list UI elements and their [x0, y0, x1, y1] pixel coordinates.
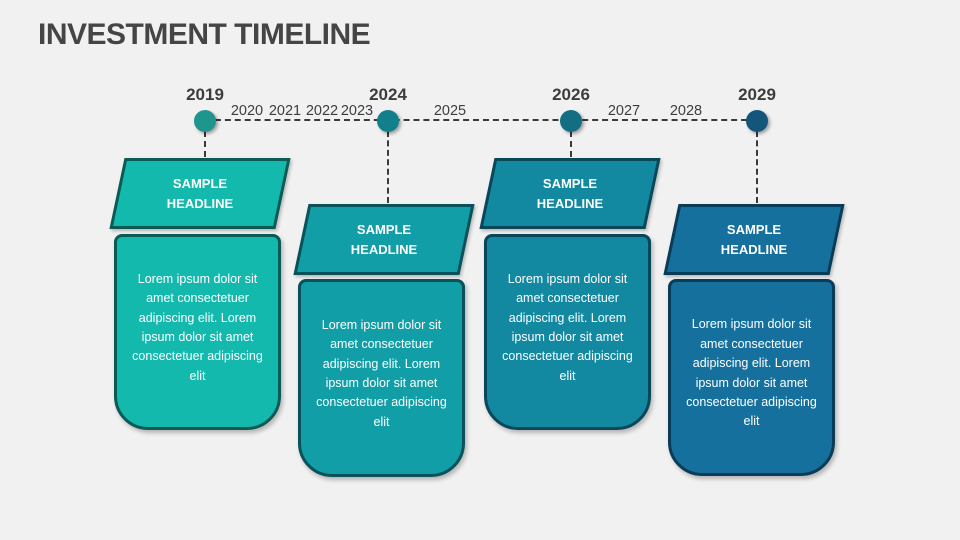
timeline-connector [387, 131, 389, 203]
card-body-shape[interactable]: Lorem ipsum dolor sit amet consectetuer … [484, 234, 651, 430]
milestone-dot-2026[interactable] [560, 110, 582, 132]
card-body-text: Lorem ipsum dolor sit amet consectetuer … [316, 317, 447, 429]
card-headline-text: SAMPLE HEADLINE [720, 222, 788, 257]
milestone-dot-2029[interactable] [746, 110, 768, 132]
card-body-text: Lorem ipsum dolor sit amet consectetuer … [686, 317, 817, 429]
card-body-shape[interactable]: Lorem ipsum dolor sit amet consectetuer … [298, 279, 465, 477]
milestone-dot-2019[interactable] [194, 110, 216, 132]
year-label-major[interactable]: 2029 [738, 85, 776, 104]
year-label-minor[interactable]: 2027 [607, 103, 641, 119]
card-body-text: Lorem ipsum dolor sit amet consectetuer … [502, 271, 633, 383]
timeline-connector [756, 131, 758, 203]
year-label-major[interactable]: 2024 [369, 85, 407, 104]
card-headline-text: SAMPLE HEADLINE [166, 176, 234, 211]
card-headline-text: SAMPLE HEADLINE [536, 176, 604, 211]
year-label-major[interactable]: 2019 [186, 85, 224, 104]
card-headline-shape[interactable]: SAMPLE HEADLINE [479, 158, 661, 229]
card-headline-shape[interactable]: SAMPLE HEADLINE [109, 158, 291, 229]
year-label-minor[interactable]: 2021 [268, 103, 302, 119]
timeline-dashed-line [205, 119, 757, 121]
year-label-major[interactable]: 2026 [552, 85, 590, 104]
card-headline-shape[interactable]: SAMPLE HEADLINE [293, 204, 475, 275]
card-body-shape[interactable]: Lorem ipsum dolor sit amet consectetuer … [114, 234, 281, 430]
card-headline-text: SAMPLE HEADLINE [350, 222, 418, 257]
year-label-minor[interactable]: 2020 [230, 103, 264, 119]
card-body-shape[interactable]: Lorem ipsum dolor sit amet consectetuer … [668, 279, 835, 476]
milestone-dot-2024[interactable] [377, 110, 399, 132]
year-label-minor[interactable]: 2023 [340, 103, 374, 119]
page-title[interactable]: INVESTMENT TIMELINE [38, 18, 371, 51]
year-label-minor[interactable]: 2025 [433, 103, 467, 119]
timeline-connector [204, 131, 206, 157]
year-label-minor[interactable]: 2028 [669, 103, 703, 119]
card-headline-shape[interactable]: SAMPLE HEADLINE [663, 204, 845, 275]
timeline-connector [570, 131, 572, 157]
year-label-minor[interactable]: 2022 [305, 103, 339, 119]
card-body-text: Lorem ipsum dolor sit amet consectetuer … [132, 271, 263, 383]
